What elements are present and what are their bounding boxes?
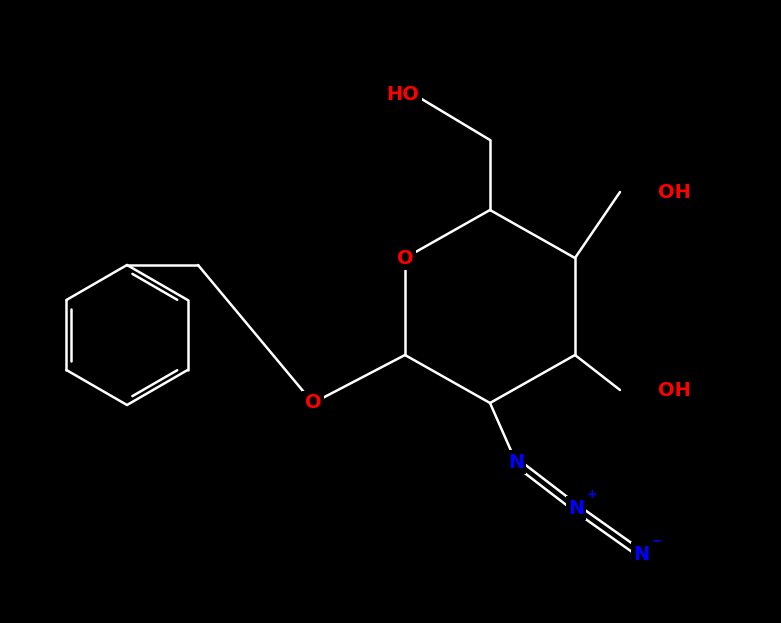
Text: OH: OH <box>658 183 691 201</box>
Text: HO: HO <box>387 85 419 105</box>
Text: −: − <box>652 535 662 548</box>
Text: O: O <box>397 249 413 267</box>
Text: N: N <box>633 545 649 563</box>
Text: N: N <box>508 452 524 472</box>
Text: O: O <box>305 394 321 412</box>
Text: +: + <box>587 488 597 502</box>
Text: N: N <box>568 498 584 518</box>
Text: OH: OH <box>658 381 691 399</box>
